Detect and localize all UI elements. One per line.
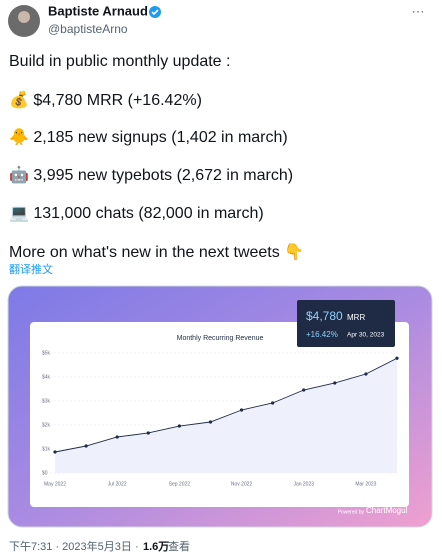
tooltip: [297, 300, 395, 347]
point: [333, 381, 337, 385]
tooltip-change: +16.42%: [306, 330, 338, 339]
tweet-line: More on what's new in the next tweets 👇: [9, 243, 304, 261]
x-tick-label: Nov 2022: [231, 481, 253, 487]
tweet-line: 🐥 2,185 new signups (1,402 in march): [9, 127, 288, 146]
views-count: 1.6万: [143, 540, 169, 553]
chart-title: Monthly Recurring Revenue: [177, 335, 264, 342]
point: [53, 450, 57, 454]
tweet-line: 💰 $4,780 MRR (+16.42%): [9, 90, 202, 109]
point: [302, 388, 306, 392]
brand: ChartMogul: [366, 506, 408, 515]
tooltip-unit: MRR: [347, 313, 365, 322]
point: [364, 372, 368, 376]
y-tick-label: $5k: [42, 350, 51, 356]
line: [54, 357, 398, 453]
tweet-line: Build in public monthly update :: [9, 53, 230, 70]
timestamp[interactable]: 下午7:31 · 2023年5月3日 ·: [9, 539, 139, 553]
x-tick-label: Sep 2022: [169, 481, 191, 487]
y-tick-label: $2k: [42, 422, 51, 428]
avatar-face: [18, 11, 30, 23]
point: [84, 444, 88, 448]
tooltip-value: $4,780: [306, 309, 343, 323]
plot: $0 $1k $2k $3k $4k $5k May 2022 Jul 2022 Sep 202…: [42, 350, 399, 487]
powered-by: Powered by: [338, 509, 365, 515]
y-tick-label: $0: [42, 470, 48, 476]
point: [239, 408, 244, 412]
more-button[interactable]: ···: [412, 3, 425, 18]
x-tick-label: Mar 2023: [355, 481, 376, 487]
y-tick-label: $4k: [42, 374, 51, 380]
point: [115, 435, 119, 439]
verified-badge: [149, 6, 161, 18]
area: [55, 358, 397, 473]
point: [208, 420, 213, 424]
x-tick-label: Jan 2023: [293, 481, 314, 487]
tweet-line: 💻 131,000 chats (82,000 in march): [9, 205, 264, 222]
y-tick-label: $3k: [42, 398, 51, 404]
point: [146, 431, 150, 435]
tooltip-date: Apr 30, 2023: [347, 332, 385, 339]
views-label: 查看: [168, 539, 190, 553]
x-tick-label: May 2022: [44, 481, 66, 487]
y-tick-label: $1k: [42, 446, 51, 452]
point: [395, 356, 399, 360]
point: [271, 401, 275, 405]
tweet-line: 🤖 3,995 new typebots (2,672 in march): [9, 165, 293, 184]
translate-link[interactable]: 翻译推文: [9, 262, 53, 276]
x-tick-label: Jul 2022: [108, 481, 127, 487]
author-name[interactable]: Baptiste Arnaud: [48, 3, 148, 18]
handle[interactable]: @baptisteArno: [48, 22, 128, 36]
point: [177, 424, 181, 428]
